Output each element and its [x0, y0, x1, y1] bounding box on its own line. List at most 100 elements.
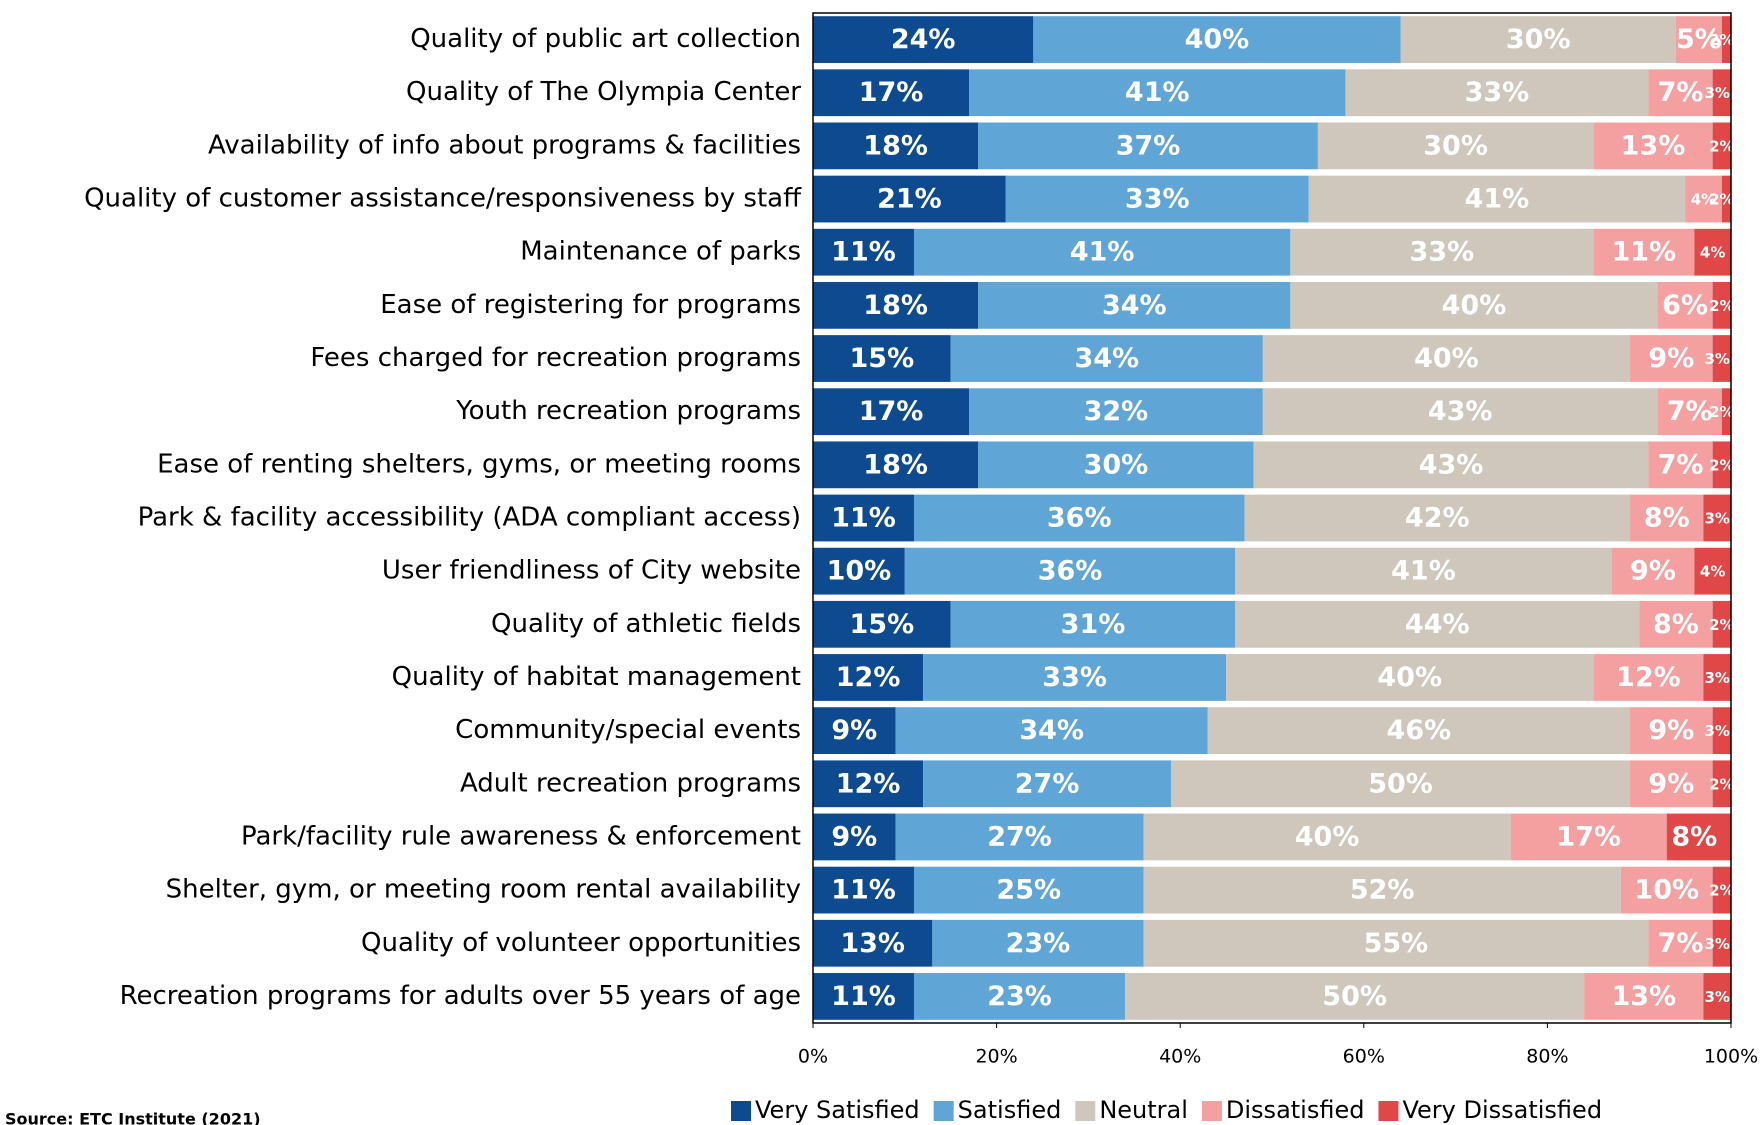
bar-segment [813, 707, 896, 755]
bar-segment [1143, 813, 1511, 861]
bar-segment [813, 494, 914, 542]
bar-segment [969, 388, 1263, 436]
y-tick-label: Community/special events [455, 715, 801, 745]
bar-segment [1721, 16, 1731, 63]
legend-label: Very Satisfied [755, 1096, 920, 1124]
data-label: 41% [1391, 556, 1456, 587]
data-label: 23% [1006, 928, 1071, 959]
bar-segment [1712, 919, 1731, 967]
y-tick-label: Recreation programs for adults over 55 y… [120, 981, 801, 1011]
y-tick-label: Adult recreation programs [460, 768, 801, 798]
data-label: 30% [1506, 24, 1571, 55]
plot-area [813, 16, 1731, 1020]
bar-segment [895, 813, 1144, 861]
legend-label: Dissatisfied [1226, 1096, 1365, 1124]
data-label: 17% [859, 77, 924, 108]
data-label: 40% [1414, 343, 1479, 374]
data-label: 9% [1648, 343, 1694, 374]
bar-segment [1666, 813, 1731, 861]
data-label: 3% [1704, 84, 1729, 102]
data-label: 27% [1015, 768, 1080, 799]
bar-segment [1143, 866, 1621, 914]
data-label: 3% [1704, 350, 1729, 368]
bar-segment [1290, 228, 1594, 276]
data-label: 40% [1377, 662, 1442, 693]
data-label: 11% [831, 503, 896, 534]
data-label: 13% [1621, 130, 1686, 161]
data-label: 18% [863, 290, 928, 321]
bar-segment [1721, 388, 1731, 436]
bar-segment [1630, 335, 1713, 382]
data-label: 11% [1611, 237, 1676, 268]
y-tick-label: Shelter, gym, or meeting room rental ava… [166, 875, 801, 905]
bar-segment [1712, 441, 1731, 489]
bar-segment [978, 122, 1318, 170]
data-label: 34% [1074, 343, 1139, 374]
data-label: 2% [1709, 775, 1734, 793]
data-label: 2% [1709, 137, 1734, 155]
bar-segment [1033, 16, 1401, 63]
bar-segment [1685, 175, 1722, 223]
data-label: 36% [1047, 503, 1112, 534]
y-tick-label: Park/facility rule awareness & enforceme… [241, 821, 801, 851]
data-label: 2% [1709, 456, 1734, 474]
legend-swatch [1378, 1101, 1399, 1121]
bar-segment [1630, 760, 1713, 808]
bar-segment [813, 122, 979, 170]
bar-segment [978, 281, 1291, 329]
data-label: 3% [1704, 510, 1729, 528]
bar-segment [950, 335, 1263, 382]
y-tick-label: Park & facility accessibility (ADA compl… [138, 503, 801, 533]
data-label: 43% [1428, 396, 1493, 427]
legend-label: Very Dissatisfied [1402, 1096, 1602, 1124]
y-tick-label: Quality of volunteer opportunities [361, 928, 801, 958]
y-tick-label: Quality of The Olympia Center [406, 77, 801, 107]
bar-segment [813, 388, 970, 436]
data-label: 3% [1704, 669, 1729, 687]
bar-segment [1630, 494, 1704, 542]
bar-segment [1262, 388, 1658, 436]
data-label: 10% [827, 556, 892, 587]
data-label: 17% [1556, 821, 1621, 852]
data-label: 4% [1700, 563, 1725, 581]
bar-segment [813, 228, 914, 276]
data-label: 9% [831, 821, 877, 852]
bar-segment [813, 69, 970, 117]
y-tick-label: User friendliness of City website [382, 556, 801, 586]
bar-segment [1593, 122, 1713, 170]
y-tick-label: Quality of habitat management [392, 662, 801, 692]
data-label: 33% [1410, 237, 1475, 268]
data-label: 23% [987, 981, 1052, 1012]
data-label: 13% [840, 928, 905, 959]
data-label: 41% [1465, 184, 1530, 215]
y-tick-label: Quality of customer assistance/responsiv… [84, 184, 802, 214]
bar-segment [904, 547, 1236, 595]
data-label: 41% [1070, 237, 1135, 268]
bar-segment [1712, 281, 1731, 329]
data-label: 2% [1709, 297, 1734, 315]
y-tick-label: Fees charged for recreation programs [310, 343, 801, 373]
bar-segment [923, 760, 1172, 808]
y-tick-label: Availability of info about programs & fa… [208, 130, 801, 160]
bar-segment [1262, 335, 1631, 382]
data-label: 4% [1691, 191, 1716, 209]
bar-segment [913, 494, 1245, 542]
bar-segment [1712, 122, 1731, 170]
bar-segment [1712, 69, 1731, 117]
data-label: 8% [1653, 609, 1699, 640]
data-label: 30% [1423, 130, 1488, 161]
data-label: 33% [1125, 184, 1190, 215]
bar-segment [1712, 335, 1731, 382]
data-label: 24% [891, 24, 956, 55]
bar-segment [969, 69, 1346, 117]
bar-segment [1703, 654, 1731, 701]
data-label: 7% [1658, 928, 1704, 959]
data-label: 7% [1658, 449, 1704, 480]
data-label: 17% [859, 396, 924, 427]
bar-segment [1290, 281, 1658, 329]
bar-segment [1675, 16, 1722, 63]
bar-segment [813, 16, 1034, 63]
data-label: 11% [831, 981, 896, 1012]
bar-segment [813, 441, 979, 489]
